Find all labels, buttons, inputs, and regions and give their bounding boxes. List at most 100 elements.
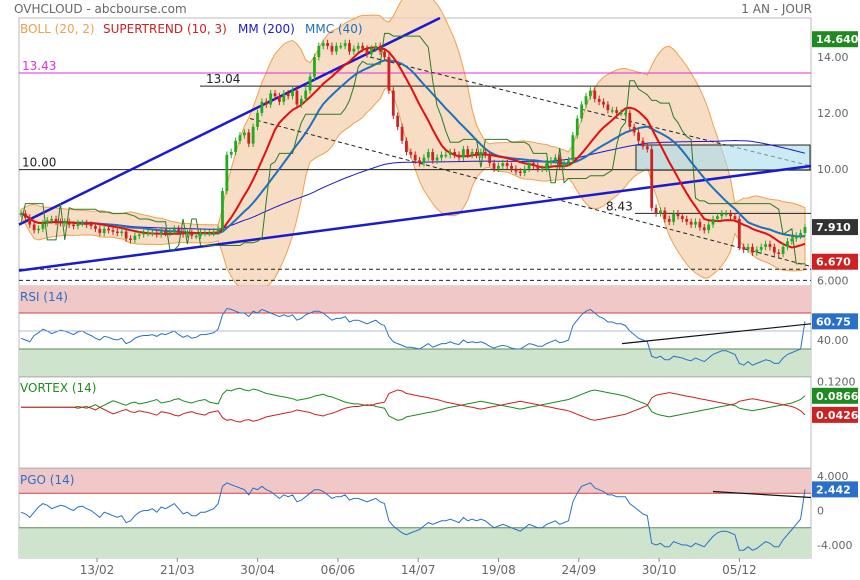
- candle-body: [698, 221, 702, 228]
- candle-body: [764, 244, 767, 247]
- hline-label-8.43: 8.43: [606, 199, 633, 213]
- candle-body: [85, 223, 89, 225]
- candle-body: [755, 249, 759, 253]
- candle-body: [391, 90, 395, 116]
- candle-body: [461, 149, 465, 158]
- candle-body: [751, 246, 754, 253]
- candle-body: [523, 168, 527, 173]
- pgo-oversold-band: [19, 527, 811, 558]
- candle-body: [203, 232, 207, 235]
- lower-trend-line: [18, 164, 812, 272]
- candle-body: [28, 217, 32, 225]
- candle-body: [273, 93, 277, 97]
- candle-body: [676, 213, 680, 217]
- candle-body: [532, 163, 535, 166]
- candle-body: [768, 244, 772, 247]
- value-box-7.910: [812, 219, 858, 236]
- candle-body: [628, 112, 632, 127]
- chart-header-title: OVHCLOUD - abcbourse.com: [14, 2, 187, 16]
- legend-supertrend: SUPERTREND (10, 3): [103, 22, 227, 36]
- candle-body: [540, 168, 544, 171]
- candle-body: [505, 163, 509, 166]
- value-box-14.640: [812, 31, 858, 48]
- candle-body: [194, 235, 198, 238]
- candle-body: [483, 152, 487, 155]
- value-box-6.670: [812, 253, 858, 270]
- candle-body: [137, 234, 141, 236]
- vortex-value-box-0: [812, 387, 858, 404]
- upper-trend-line: [18, 16, 441, 226]
- candle-body: [422, 157, 426, 164]
- candle-body: [772, 246, 776, 253]
- candle-body: [588, 90, 592, 97]
- candle-body: [150, 232, 154, 235]
- candle-body: [431, 152, 435, 161]
- candle-body: [19, 213, 23, 215]
- x-tick-05/12: 05/12: [722, 563, 757, 577]
- candle-body: [413, 154, 417, 161]
- candle-body: [313, 57, 316, 77]
- candle-body: [558, 157, 562, 166]
- candle-body: [299, 98, 303, 105]
- candle-body: [659, 210, 662, 214]
- pgo-y-tick--4.000: -4.000: [817, 539, 852, 552]
- candle-body: [181, 231, 185, 235]
- pgo-value-box-label-0: 2.442: [816, 483, 851, 496]
- candle-body: [786, 241, 789, 247]
- candle-body: [124, 231, 128, 239]
- candle-body: [790, 238, 794, 242]
- candle-body: [396, 115, 400, 127]
- candle-body: [242, 132, 246, 136]
- candle-body: [50, 219, 54, 221]
- x-tick-14/07: 14/07: [401, 563, 436, 577]
- candle-body: [759, 246, 763, 250]
- candle-body: [680, 216, 684, 219]
- candle-body: [216, 228, 220, 232]
- candle-body: [729, 213, 732, 217]
- candle-body: [89, 224, 93, 227]
- rsi-oversold-band: [19, 349, 811, 376]
- candle-body: [400, 126, 404, 141]
- candle-body: [369, 48, 373, 55]
- candle-body: [567, 160, 570, 164]
- hline-label-10.00: 10.00: [22, 156, 56, 170]
- candle-body: [282, 93, 286, 102]
- vortex-panel-title: VORTEX (14): [20, 381, 97, 395]
- candle-body: [177, 228, 181, 232]
- hline-label-13.04: 13.04: [206, 72, 240, 86]
- candle-body: [453, 152, 457, 155]
- candle-body: [737, 219, 741, 247]
- rsi-value-box-label-0: 60.75: [816, 315, 851, 328]
- candle-body: [348, 43, 351, 52]
- candle-body: [418, 160, 421, 164]
- rsi-panel-title: RSI (14): [20, 290, 68, 304]
- candle-body: [225, 154, 229, 192]
- candle-body: [602, 101, 605, 105]
- candle-body: [746, 246, 750, 250]
- candle-body: [115, 231, 119, 234]
- candle-body: [794, 235, 798, 239]
- candle-body: [510, 165, 513, 169]
- vortex-value-box-label-1: 0.0426: [816, 409, 859, 422]
- candle-body: [527, 163, 531, 169]
- candle-body: [409, 152, 413, 155]
- candle-body: [518, 171, 522, 174]
- candle-body: [457, 154, 461, 158]
- candle-body: [553, 157, 557, 161]
- candle-body: [549, 160, 553, 164]
- candle-body: [667, 219, 671, 222]
- candle-body: [343, 43, 347, 46]
- candle-body: [229, 152, 233, 155]
- candle-body: [650, 149, 654, 208]
- candle-body: [488, 154, 492, 164]
- vortex-series-0: [21, 387, 806, 421]
- candle-body: [37, 228, 40, 231]
- candle-body: [619, 112, 623, 115]
- candle-body: [711, 219, 715, 225]
- candle-body: [720, 213, 724, 217]
- candle-body: [405, 140, 408, 152]
- candle-body: [168, 231, 172, 234]
- candle-body: [251, 126, 255, 144]
- support-dashed-diagonal: [249, 118, 812, 267]
